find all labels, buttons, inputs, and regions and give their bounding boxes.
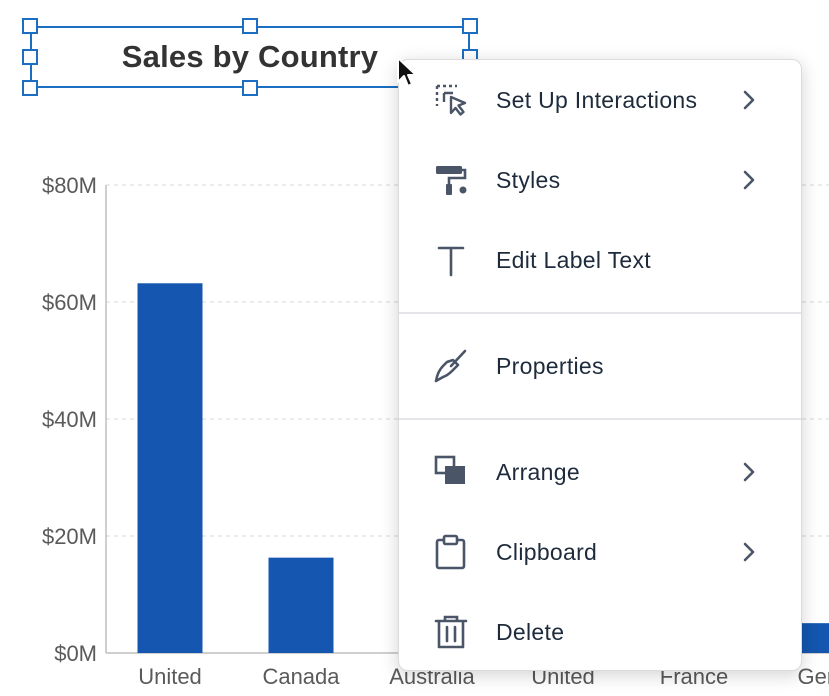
y-tick-label: $60M: [42, 290, 97, 315]
menu-item-label: Set Up Interactions: [496, 86, 698, 113]
chevron-right-icon: [739, 540, 759, 564]
menu-item-label: Delete: [496, 618, 565, 645]
chevron-right-icon: [739, 460, 759, 484]
menu-item-arrange[interactable]: Arrange: [399, 432, 801, 512]
menu-divider: [399, 312, 801, 314]
menu-item-set-up-interactions[interactable]: Set Up Interactions: [399, 60, 801, 140]
chevron-right-icon: [739, 88, 759, 112]
bar[interactable]: [268, 557, 334, 653]
menu-item-delete[interactable]: Delete: [399, 592, 801, 670]
resize-handle-bottom-center[interactable]: [242, 80, 258, 96]
x-category-label: Canada: [262, 664, 340, 689]
y-tick-label: $20M: [42, 524, 97, 549]
x-category-labels: UnitedCanadaAustraliaUnitedFranceGerm: [138, 664, 829, 689]
bar[interactable]: [137, 283, 203, 653]
menu-item-label: Arrange: [496, 458, 580, 485]
menu-item-properties[interactable]: Properties: [399, 326, 801, 406]
menu-item-label: Clipboard: [496, 538, 598, 565]
menu-item-edit-label-text[interactable]: Edit Label Text: [399, 220, 801, 300]
menu-item-label: Edit Label Text: [496, 246, 651, 273]
menu-divider: [399, 418, 801, 420]
chevron-right-icon: [739, 168, 759, 192]
menu-item-label: Properties: [496, 352, 604, 379]
resize-handle-bottom-left[interactable]: [22, 80, 38, 96]
brush-icon: [433, 348, 469, 384]
menu-item-label: Styles: [496, 166, 561, 193]
x-category-label: Germ: [798, 664, 829, 689]
y-tick-label: $80M: [42, 173, 97, 198]
paint-roller-icon: [433, 162, 469, 198]
text-icon: [433, 242, 469, 278]
y-tick-labels: $0M $20M $40M $60M $80M: [42, 173, 97, 666]
resize-handle-top-right[interactable]: [462, 18, 478, 34]
x-category-label: United: [138, 664, 202, 689]
menu-item-clipboard[interactable]: Clipboard: [399, 512, 801, 592]
y-tick-label: $40M: [42, 407, 97, 432]
resize-handle-top-left[interactable]: [22, 18, 38, 34]
mouse-cursor-icon: [397, 57, 417, 87]
y-tick-label: $0M: [54, 641, 97, 666]
context-menu: Set Up Interactions Styles: [398, 59, 802, 671]
resize-handle-top-center[interactable]: [242, 18, 258, 34]
resize-handle-middle-left[interactable]: [22, 49, 38, 65]
interactions-icon: [433, 82, 469, 118]
bars: [137, 283, 829, 653]
clipboard-icon: [433, 534, 469, 570]
arrange-icon: [433, 454, 469, 490]
menu-item-styles[interactable]: Styles: [399, 140, 801, 220]
trash-icon: [433, 614, 469, 650]
chart-title[interactable]: Sales by Country: [121, 39, 379, 74]
